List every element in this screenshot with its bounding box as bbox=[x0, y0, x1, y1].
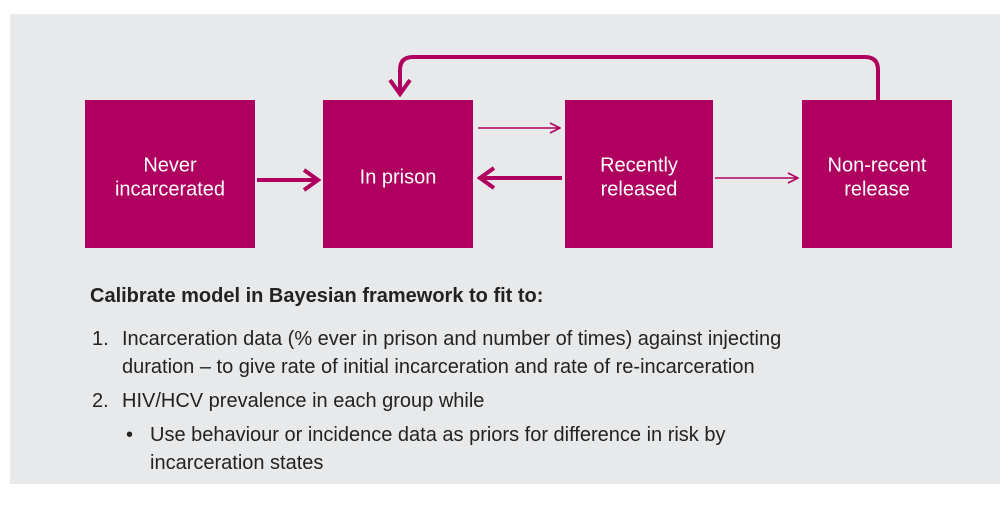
bullet-text: Use behaviour or incidence data as prior… bbox=[150, 424, 726, 446]
node-box bbox=[85, 100, 255, 248]
loop-arrow bbox=[400, 55, 880, 100]
node-label: Recently bbox=[600, 154, 678, 176]
node-label: incarcerated bbox=[115, 178, 225, 200]
node-label: Non-recent bbox=[828, 154, 927, 176]
list-text: Incarceration data (% ever in prison and… bbox=[122, 328, 782, 350]
bullet: • bbox=[126, 424, 134, 446]
list-number: 1. bbox=[92, 328, 109, 350]
node-label: released bbox=[601, 178, 678, 200]
panel bbox=[10, 14, 1000, 484]
bullet-text: incarceration states bbox=[150, 452, 324, 474]
node-box bbox=[565, 100, 713, 248]
heading: Calibrate model in Bayesian framework to… bbox=[90, 285, 544, 307]
node-label: In prison bbox=[360, 166, 437, 188]
list-text: HIV/HCV prevalence in each group while bbox=[122, 390, 485, 412]
node-label: Never bbox=[143, 154, 197, 176]
list-text: duration – to give rate of initial incar… bbox=[122, 356, 755, 378]
node-box bbox=[802, 100, 952, 248]
list-number: 2. bbox=[92, 390, 109, 412]
node-label: release bbox=[844, 178, 910, 200]
node-box bbox=[323, 100, 473, 248]
